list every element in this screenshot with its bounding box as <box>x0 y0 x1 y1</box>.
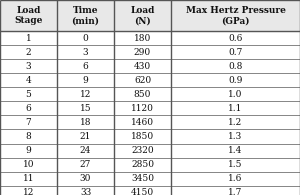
Text: 0.7: 0.7 <box>228 48 243 57</box>
Text: 0: 0 <box>82 34 88 43</box>
Text: 21: 21 <box>80 132 91 141</box>
Text: 1.7: 1.7 <box>228 188 243 195</box>
Text: 10: 10 <box>23 160 34 169</box>
Text: 9: 9 <box>26 146 32 155</box>
Text: 30: 30 <box>80 174 91 183</box>
Text: 1.5: 1.5 <box>228 160 243 169</box>
Text: 1.0: 1.0 <box>228 90 243 99</box>
Text: 15: 15 <box>80 104 91 113</box>
Text: 180: 180 <box>134 34 151 43</box>
Text: 12: 12 <box>80 90 91 99</box>
Text: 8: 8 <box>26 132 32 141</box>
Text: 290: 290 <box>134 48 151 57</box>
Text: 3: 3 <box>83 48 88 57</box>
Text: 1120: 1120 <box>131 104 154 113</box>
Text: 33: 33 <box>80 188 91 195</box>
Text: 1850: 1850 <box>131 132 154 141</box>
Text: 1: 1 <box>26 34 32 43</box>
Text: 1.6: 1.6 <box>228 174 243 183</box>
Text: 6: 6 <box>82 62 88 71</box>
Text: 430: 430 <box>134 62 151 71</box>
Text: 7: 7 <box>26 118 32 127</box>
Text: 3450: 3450 <box>131 174 154 183</box>
Text: 6: 6 <box>26 104 32 113</box>
Text: 2850: 2850 <box>131 160 154 169</box>
Text: Load
Stage: Load Stage <box>14 6 43 25</box>
Text: 1460: 1460 <box>131 118 154 127</box>
Text: 9: 9 <box>82 76 88 85</box>
Text: 0.9: 0.9 <box>228 76 243 85</box>
Text: 18: 18 <box>80 118 91 127</box>
Text: 27: 27 <box>80 160 91 169</box>
Text: 4: 4 <box>26 76 32 85</box>
Text: 11: 11 <box>23 174 34 183</box>
Text: Max Hertz Pressure
(GPa): Max Hertz Pressure (GPa) <box>186 6 285 25</box>
Text: 2320: 2320 <box>131 146 154 155</box>
Text: 620: 620 <box>134 76 151 85</box>
Text: Load
(N): Load (N) <box>130 6 155 25</box>
Text: 1.4: 1.4 <box>228 146 243 155</box>
Text: 2: 2 <box>26 48 31 57</box>
Text: 4150: 4150 <box>131 188 154 195</box>
Text: 0.8: 0.8 <box>228 62 243 71</box>
Text: Time
(min): Time (min) <box>71 6 100 25</box>
Text: 1.3: 1.3 <box>228 132 243 141</box>
Text: 24: 24 <box>80 146 91 155</box>
Text: 1.1: 1.1 <box>228 104 243 113</box>
Text: 12: 12 <box>23 188 34 195</box>
Text: 1.2: 1.2 <box>228 118 243 127</box>
Text: 5: 5 <box>26 90 32 99</box>
Text: 0.6: 0.6 <box>228 34 243 43</box>
Text: 3: 3 <box>26 62 31 71</box>
Text: 850: 850 <box>134 90 151 99</box>
